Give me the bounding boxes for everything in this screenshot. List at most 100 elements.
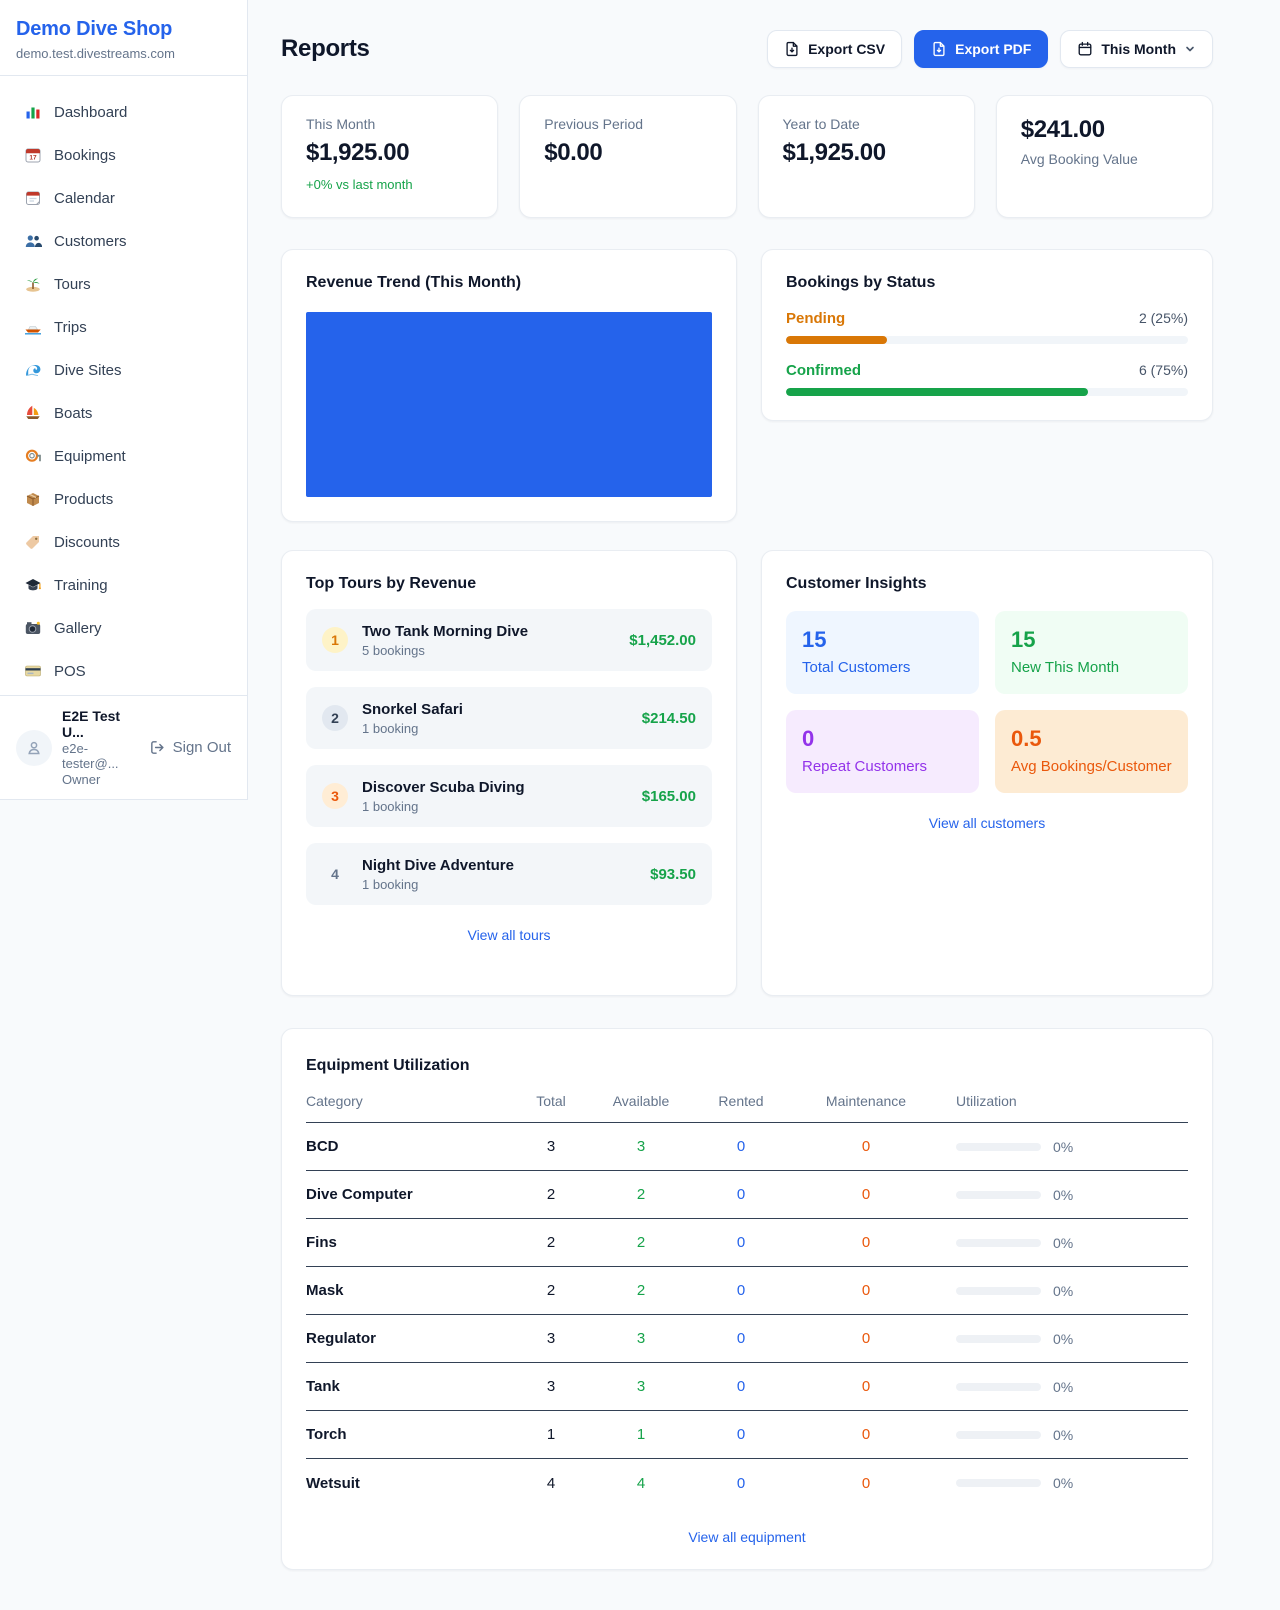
utilization-percent: 0% [1053,1330,1074,1347]
insight-label: Avg Bookings/Customer [1011,758,1172,775]
equipment-category: BCD [306,1138,339,1155]
page-header: Reports Export CSV Export PDF This Month [281,30,1213,68]
table-row: Mask 2 2 0 0 0% [306,1267,1188,1315]
chevron-down-icon [1186,46,1194,52]
tour-name: Night Dive Adventure [362,856,514,874]
calendar-icon [1078,41,1092,56]
utilization-percent: 0% [1053,1186,1074,1203]
sidebar-item-boats[interactable]: Boats [12,395,235,431]
table-header-row: Category Total Available Rented Maintena… [306,1093,1188,1123]
utilization-percent: 0% [1053,1378,1074,1395]
rank-badge: 2 [322,705,348,731]
utilization-bar [956,1479,1041,1487]
sign-out-button[interactable]: Sign Out [149,739,231,756]
view-all-customers-link[interactable]: View all customers [928,815,1046,831]
sidebar-item-equipment[interactable]: Equipment [12,438,235,474]
equipment-total: 2 [546,1234,556,1251]
logout-icon [150,741,164,754]
equipment-available: 4 [636,1474,646,1492]
insight-value: 15 [1011,627,1036,652]
equipment-utilization: 0% [936,1475,1188,1491]
equipment-table: Category Total Available Rented Maintena… [306,1093,1188,1507]
equipment-utilization-title: Equipment Utilization [306,1057,470,1074]
equipment-available: 1 [636,1426,646,1443]
insight-label: New This Month [1011,659,1120,676]
insight-value: 15 [802,627,827,652]
equipment-available: 3 [636,1330,646,1347]
camera-icon [25,621,41,634]
sidebar-item-label: Bookings [54,146,116,164]
sidebar-item-bookings[interactable]: 17 Bookings [12,137,235,173]
charts-row: Revenue Trend (This Month) Bookings by S… [281,249,1213,522]
status-label: Pending [786,310,846,327]
bookings-by-status-card: Bookings by Status Pending 2 (25%) Confi… [761,249,1213,421]
status-value: 2 (25%) [1138,310,1188,326]
equipment-utilization: 0% [936,1379,1188,1395]
sidebar-item-trips[interactable]: Trips [12,309,235,345]
view-all-tours-link[interactable]: View all tours [467,927,551,943]
wave-icon [25,365,41,377]
column-header: Utilization [956,1093,1017,1109]
equipment-category: Tank [306,1378,340,1395]
utilization-percent: 0% [1053,1426,1074,1443]
sidebar-item-label: Dive Sites [54,361,122,379]
column-header: Category [306,1093,363,1109]
equipment-category: Wetsuit [306,1474,360,1492]
sidebar-header: Demo Dive Shop demo.test.divestreams.com [0,0,247,76]
equipment-maintenance: 0 [861,1234,871,1251]
sidebar-item-training[interactable]: Training [12,567,235,603]
tour-list-item: 3 Discover Scuba Diving 1 booking $165.0… [306,765,712,827]
bar-chart-icon [26,107,40,119]
sidebar-user-footer: E2E Test U... e2e-tester@... Owner Sign … [0,695,247,799]
tour-amount: $93.50 [650,865,696,883]
view-all-equipment-link[interactable]: View all equipment [688,1529,806,1545]
export-csv-button[interactable]: Export CSV [767,30,903,68]
stat-value: $1,925.00 [306,139,410,166]
tour-bookings: 1 booking [362,720,419,736]
sailboat-icon [26,405,40,419]
equipment-utilization: 0% [936,1331,1188,1347]
stat-label: Previous Period [544,116,644,132]
equipment-category: Dive Computer [306,1186,413,1203]
stat-label: This Month [306,116,376,132]
stats-row: This Month $1,925.00 +0% vs last month P… [281,95,1213,218]
palm-island-icon [26,278,40,292]
equipment-rented: 0 [736,1474,746,1492]
insight-tile-new-this-month: 15 New This Month [995,611,1188,694]
table-row: Fins 2 2 0 0 0% [306,1219,1188,1267]
sidebar-item-label: Gallery [54,619,102,637]
stat-card-avg-booking-value: $241.00 Avg Booking Value [995,95,1213,218]
export-pdf-button[interactable]: Export PDF [914,30,1049,68]
equipment-total: 2 [546,1282,556,1299]
sidebar-item-label: Trips [54,318,87,336]
status-bar-track [786,336,1188,344]
avatar [16,729,52,766]
tour-bookings: 1 booking [362,798,419,814]
equipment-utilization: 0% [936,1235,1188,1251]
sidebar-item-tours[interactable]: Tours [12,266,235,302]
sidebar-item-gallery[interactable]: Gallery [12,610,235,646]
sidebar-item-customers[interactable]: Customers [12,223,235,259]
sidebar: Demo Dive Shop demo.test.divestreams.com… [0,0,248,800]
sidebar-item-dive-sites[interactable]: Dive Sites [12,352,235,388]
equipment-utilization: 0% [936,1187,1188,1203]
tour-list-item: 4 Night Dive Adventure 1 booking $93.50 [306,843,712,905]
status-value: 6 (75%) [1138,362,1188,378]
sidebar-item-calendar[interactable]: Calendar [12,180,235,216]
period-dropdown[interactable]: This Month [1060,30,1213,68]
equipment-available: 2 [636,1282,646,1299]
status-row-confirmed: Confirmed 6 (75%) [786,362,1188,396]
equipment-maintenance: 0 [861,1330,871,1347]
user-name: E2E Test U... [62,708,121,740]
insight-value: 0 [802,726,815,751]
credit-card-icon [25,665,41,677]
package-icon [26,493,40,506]
people-icon [25,235,42,247]
column-header: Maintenance [825,1093,907,1109]
sidebar-item-pos[interactable]: POS [12,653,235,689]
sidebar-item-dashboard[interactable]: Dashboard [12,94,235,130]
sidebar-item-products[interactable]: Products [12,481,235,517]
sidebar-item-discounts[interactable]: Discounts [12,524,235,560]
user-email: e2e-tester@... [62,741,119,771]
tour-amount: $165.00 [641,787,696,805]
